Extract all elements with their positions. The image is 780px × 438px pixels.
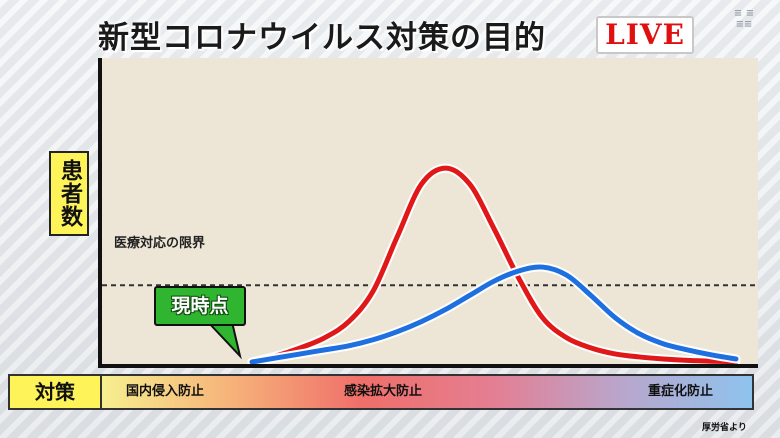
source-note: 厚労省より bbox=[702, 423, 747, 433]
x-axis bbox=[98, 364, 758, 368]
page-title: 新型コロナウイルス対策の目的 bbox=[98, 20, 546, 56]
measure-spread-control: 感染拡大防止 bbox=[344, 384, 423, 399]
measure-border-control: 国内侵入防止 bbox=[126, 384, 205, 399]
series-line-1 bbox=[249, 264, 739, 365]
series-outline-0 bbox=[247, 163, 741, 367]
series-line-0 bbox=[249, 165, 739, 365]
measures-gradient-bar: 国内侵入防止 感染拡大防止 重症化防止 bbox=[102, 376, 752, 408]
limit-line-label: 医療対応の限界 bbox=[114, 236, 206, 251]
callout-pointer bbox=[205, 321, 242, 360]
y-axis bbox=[98, 58, 102, 368]
y-axis-label: 患者数 bbox=[49, 151, 89, 236]
current-point-callout: 現時点 bbox=[154, 286, 246, 326]
measures-band: 対策 国内侵入防止 感染拡大防止 重症化防止 bbox=[8, 374, 754, 410]
live-badge: LIVE bbox=[596, 16, 694, 54]
series-layer bbox=[247, 163, 741, 367]
channel-logo-icon: ≡ ≡ ≡≡ bbox=[733, 8, 755, 30]
measures-label: 対策 bbox=[10, 376, 102, 408]
measure-severity-control: 重症化防止 bbox=[648, 384, 714, 399]
